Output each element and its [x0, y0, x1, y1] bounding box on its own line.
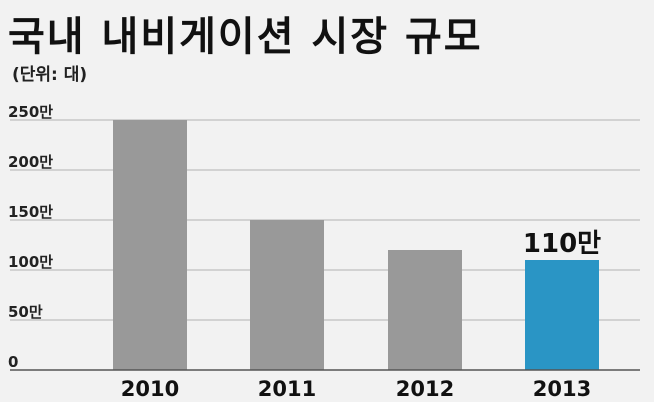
data-label: 110만: [523, 229, 601, 259]
y-tick-label: 100만: [8, 253, 53, 271]
x-tick-label: 2011: [258, 377, 316, 401]
y-tick-label: 200만: [8, 153, 53, 171]
y-tick-label: 0: [8, 353, 18, 371]
x-tick-label: 2013: [533, 377, 591, 401]
bar-2013: [525, 260, 599, 370]
unit-label: (단위: 대): [12, 65, 88, 85]
bar-2011: [250, 220, 324, 370]
x-tick-label: 2010: [121, 377, 179, 401]
y-tick-label: 250만: [8, 103, 53, 121]
y-tick-label: 50만: [8, 303, 43, 321]
chart-title: 국내 내비게이션 시장 규모: [8, 14, 483, 60]
bar-2010: [113, 120, 187, 370]
y-tick-label: 150만: [8, 203, 53, 221]
x-tick-label: 2012: [396, 377, 454, 401]
bar-2012: [388, 250, 462, 370]
